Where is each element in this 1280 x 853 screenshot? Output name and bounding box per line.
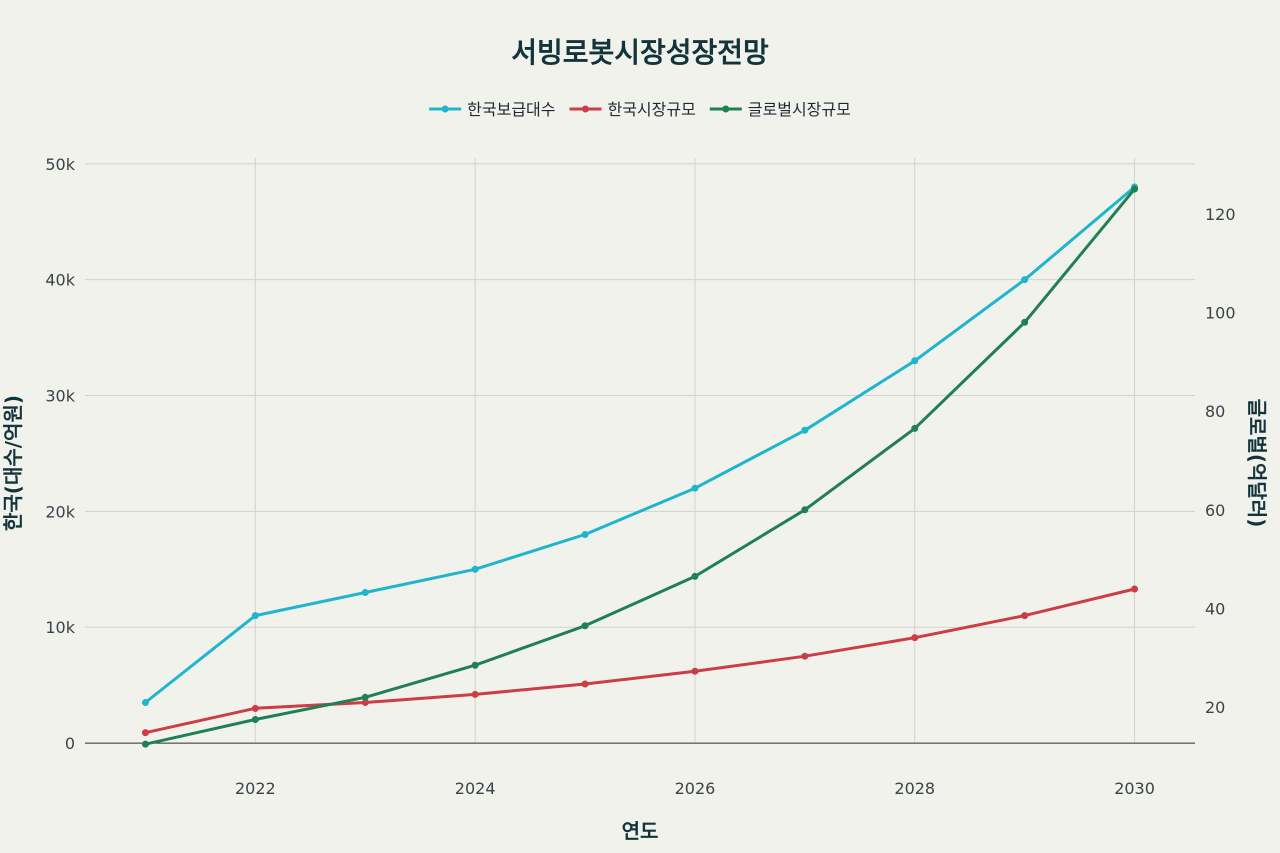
data-point xyxy=(471,661,479,669)
y2-axis-title: 글로벌(억달러) xyxy=(1245,399,1269,528)
data-point xyxy=(251,716,259,724)
x-tick-label: 2024 xyxy=(455,779,496,798)
y-tick-label: 50k xyxy=(45,155,75,174)
data-point xyxy=(1131,185,1139,193)
legend-label: 한국보급대수 xyxy=(467,100,555,119)
grid xyxy=(85,158,1195,743)
data-point xyxy=(361,588,369,596)
data-point xyxy=(801,426,809,434)
legend-swatch-marker xyxy=(441,105,449,113)
data-point xyxy=(691,572,699,580)
y-tick-label: 40k xyxy=(45,271,75,290)
data-point xyxy=(141,699,149,707)
y2-tick-label: 40 xyxy=(1205,599,1225,618)
x-tick-label: 2022 xyxy=(235,779,276,798)
data-point xyxy=(471,690,479,698)
y-axis-title: 한국(대수/억원) xyxy=(1,395,25,531)
data-point xyxy=(141,740,149,748)
y2-tick-label: 60 xyxy=(1205,501,1225,520)
data-point xyxy=(361,699,369,707)
data-point xyxy=(1021,612,1029,620)
series-line xyxy=(143,187,1137,746)
legend-item: 한국시장규모 xyxy=(569,100,696,119)
data-point xyxy=(581,680,589,688)
legend-item: 글로벌시장규모 xyxy=(709,100,851,119)
data-point xyxy=(801,652,809,660)
legend-swatch-marker xyxy=(581,105,589,113)
data-point xyxy=(581,622,589,630)
data-point xyxy=(361,693,369,701)
data-point xyxy=(911,424,919,432)
data-point xyxy=(911,357,919,365)
legend: 한국보급대수 한국시장규모 글로벌시장규모 xyxy=(429,100,851,119)
x-tick-label: 2030 xyxy=(1114,779,1155,798)
series-layer xyxy=(141,183,1139,748)
data-point xyxy=(1131,585,1139,593)
series-line xyxy=(143,185,1137,704)
y2-tick-label: 120 xyxy=(1205,205,1236,224)
y-tick-label: 30k xyxy=(45,387,75,406)
data-point xyxy=(251,704,259,712)
y-tick-label: 20k xyxy=(45,502,75,521)
y-tick-label: 0 xyxy=(65,734,75,753)
data-point xyxy=(911,634,919,642)
series-1 xyxy=(141,585,1139,737)
data-point xyxy=(141,729,149,737)
series-line xyxy=(143,587,1137,735)
data-point xyxy=(471,565,479,573)
legend-label: 한국시장규모 xyxy=(607,100,695,119)
legend-label: 글로벌시장규모 xyxy=(748,100,851,119)
legend-swatch-marker xyxy=(722,105,730,113)
series-0 xyxy=(141,183,1139,707)
data-point xyxy=(251,612,259,620)
y2-tick-label: 80 xyxy=(1205,402,1225,421)
series-2 xyxy=(141,185,1139,748)
data-point xyxy=(581,531,589,539)
x-tick-label: 2028 xyxy=(894,779,935,798)
data-point xyxy=(691,484,699,492)
data-point xyxy=(1021,276,1029,284)
axes: 2022 2024 2026 2028 2030 0 10k 20k 30k 40k 50k 20 40… xyxy=(45,155,1235,798)
y2-tick-label: 100 xyxy=(1205,303,1236,322)
chart-title: 서빙로봇시장성장전망 xyxy=(511,36,769,69)
x-tick-label: 2026 xyxy=(675,779,716,798)
data-point xyxy=(691,667,699,675)
data-point xyxy=(801,506,809,514)
data-point xyxy=(1021,318,1029,326)
x-axis-title: 연도 xyxy=(622,819,659,843)
y2-tick-label: 20 xyxy=(1205,698,1225,717)
legend-item: 한국보급대수 xyxy=(429,100,555,119)
y-tick-label: 10k xyxy=(45,618,75,637)
